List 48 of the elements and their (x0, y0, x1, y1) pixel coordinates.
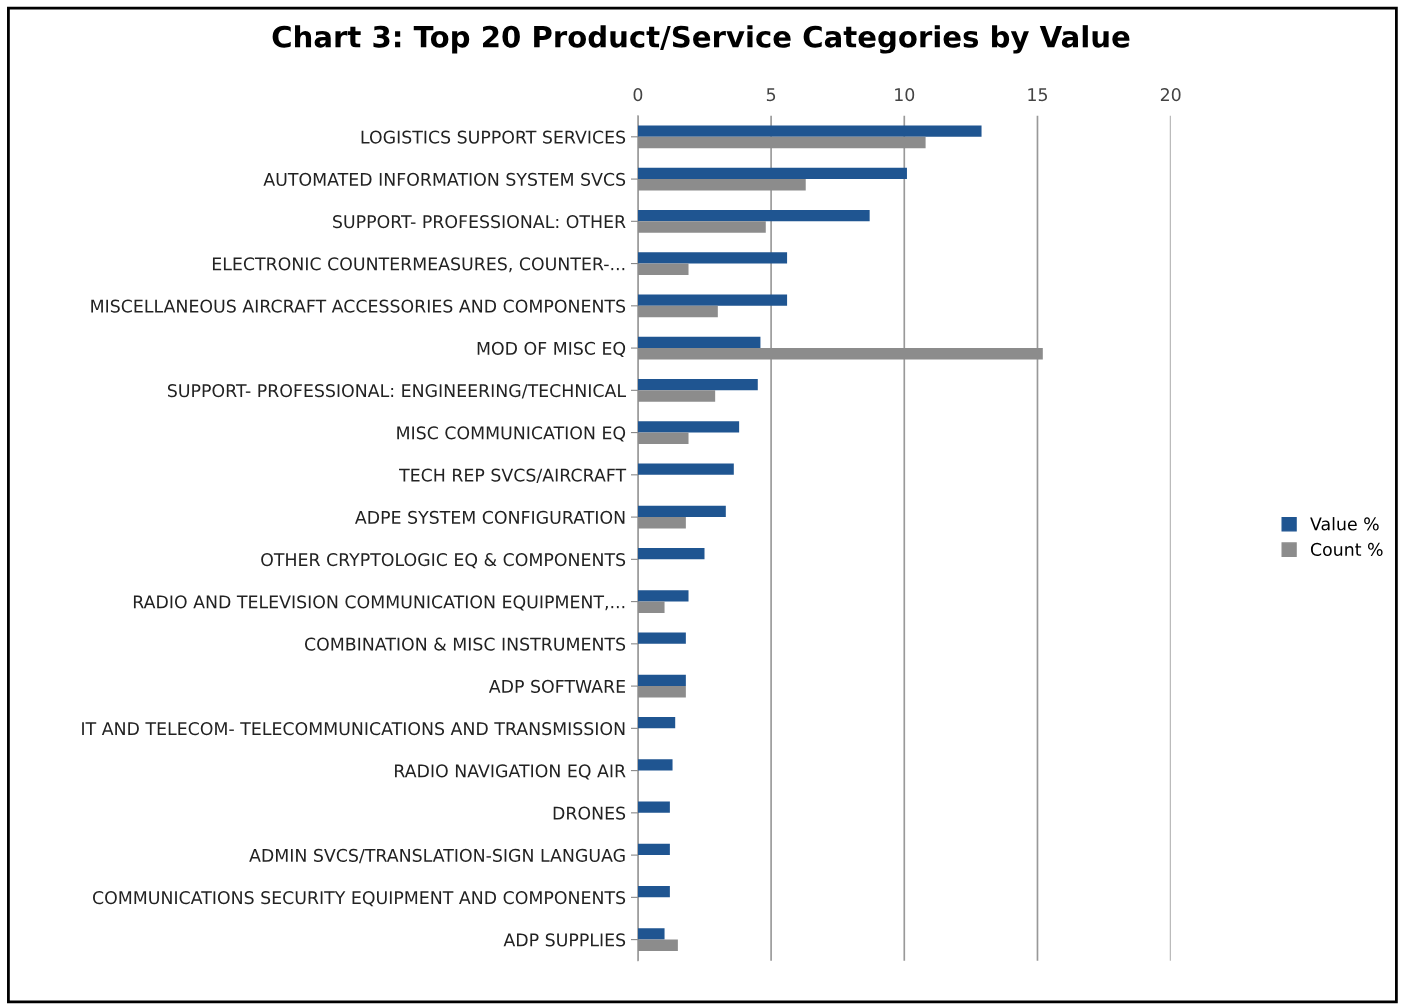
x-tick-label: 0 (633, 88, 643, 102)
y-tick-label: ELECTRONIC COUNTERMEASURES, COUNTER-... (212, 257, 625, 273)
bar (637, 547, 705, 560)
bar (637, 209, 870, 222)
y-tick-label: DRONES (553, 806, 626, 820)
legend-label: Value % (1310, 517, 1379, 531)
bar (637, 801, 670, 813)
bar (637, 885, 670, 898)
bar (637, 294, 788, 306)
y-tick-label: ADMIN SVCS/TRANSLATION-SIGN LANGUAG (249, 848, 625, 864)
bar (637, 632, 686, 644)
bar (637, 928, 665, 940)
y-tick-label: ADP SOFTWARE (488, 679, 625, 693)
y-tick-label: RADIO NAVIGATION EQ AIR (395, 764, 626, 780)
bar (637, 590, 689, 602)
y-tick-label: COMMUNICATIONS SECURITY EQUIPMENT AND COMPONENTS (92, 891, 626, 907)
x-tick-label: 15 (1028, 88, 1048, 102)
y-tick-label: AUTOMATED INFORMATION SYSTEM SVCS (263, 172, 626, 186)
bar (637, 252, 788, 264)
y-tick-label: RADIO AND TELEVISION COMMUNICATION EQUIPMENT,... (133, 595, 625, 611)
x-tick-label: 20 (1160, 88, 1181, 102)
bar (637, 674, 686, 687)
bar (637, 843, 670, 856)
bar (637, 463, 734, 475)
y-tick-label: LOGISTICS SUPPORT SERVICES (361, 130, 626, 144)
y-tick-label: TECH REP SVCS/AIRCRAFT (399, 468, 627, 484)
bar (637, 505, 726, 518)
bar (637, 167, 907, 180)
y-tick-label: SUPPORT- PROFESSIONAL: ENGINEERING/TECHNICAL (167, 384, 626, 399)
y-tick-label: MOD OF MISC EQ (477, 341, 626, 357)
y-tick-label: ADPE SYSTEM CONFIGURATION (355, 510, 625, 524)
y-tick-label: ADP SUPPLIES (503, 933, 626, 947)
y-tick-label: OTHER CRYPTOLOGIC EQ & COMPONENTS (261, 553, 626, 569)
y-tick-label: SUPPORT- PROFESSIONAL: OTHER (333, 215, 626, 229)
bar (637, 378, 758, 391)
legend-label: Count % (1310, 542, 1383, 556)
bar (637, 716, 676, 729)
bar (637, 336, 761, 349)
bar (637, 421, 740, 433)
y-tick-label: COMBINATION & MISC INSTRUMENTS (304, 637, 626, 651)
bar (637, 125, 982, 137)
chart-title: Chart 3: Top 20 Product/Service Categories by Value (272, 25, 1130, 54)
y-tick-label: MISC COMMUNICATION EQ (397, 426, 626, 442)
bar (637, 759, 673, 771)
y-tick-label: MISCELLANEOUS AIRCRAFT ACCESSORIES AND COMPONENTS (91, 299, 626, 313)
x-tick-label: 10 (895, 88, 915, 102)
x-tick-label: 5 (766, 88, 776, 102)
y-tick-label: IT AND TELECOM- TELECOMMUNICATIONS AND TRANSMISSION (82, 722, 625, 736)
